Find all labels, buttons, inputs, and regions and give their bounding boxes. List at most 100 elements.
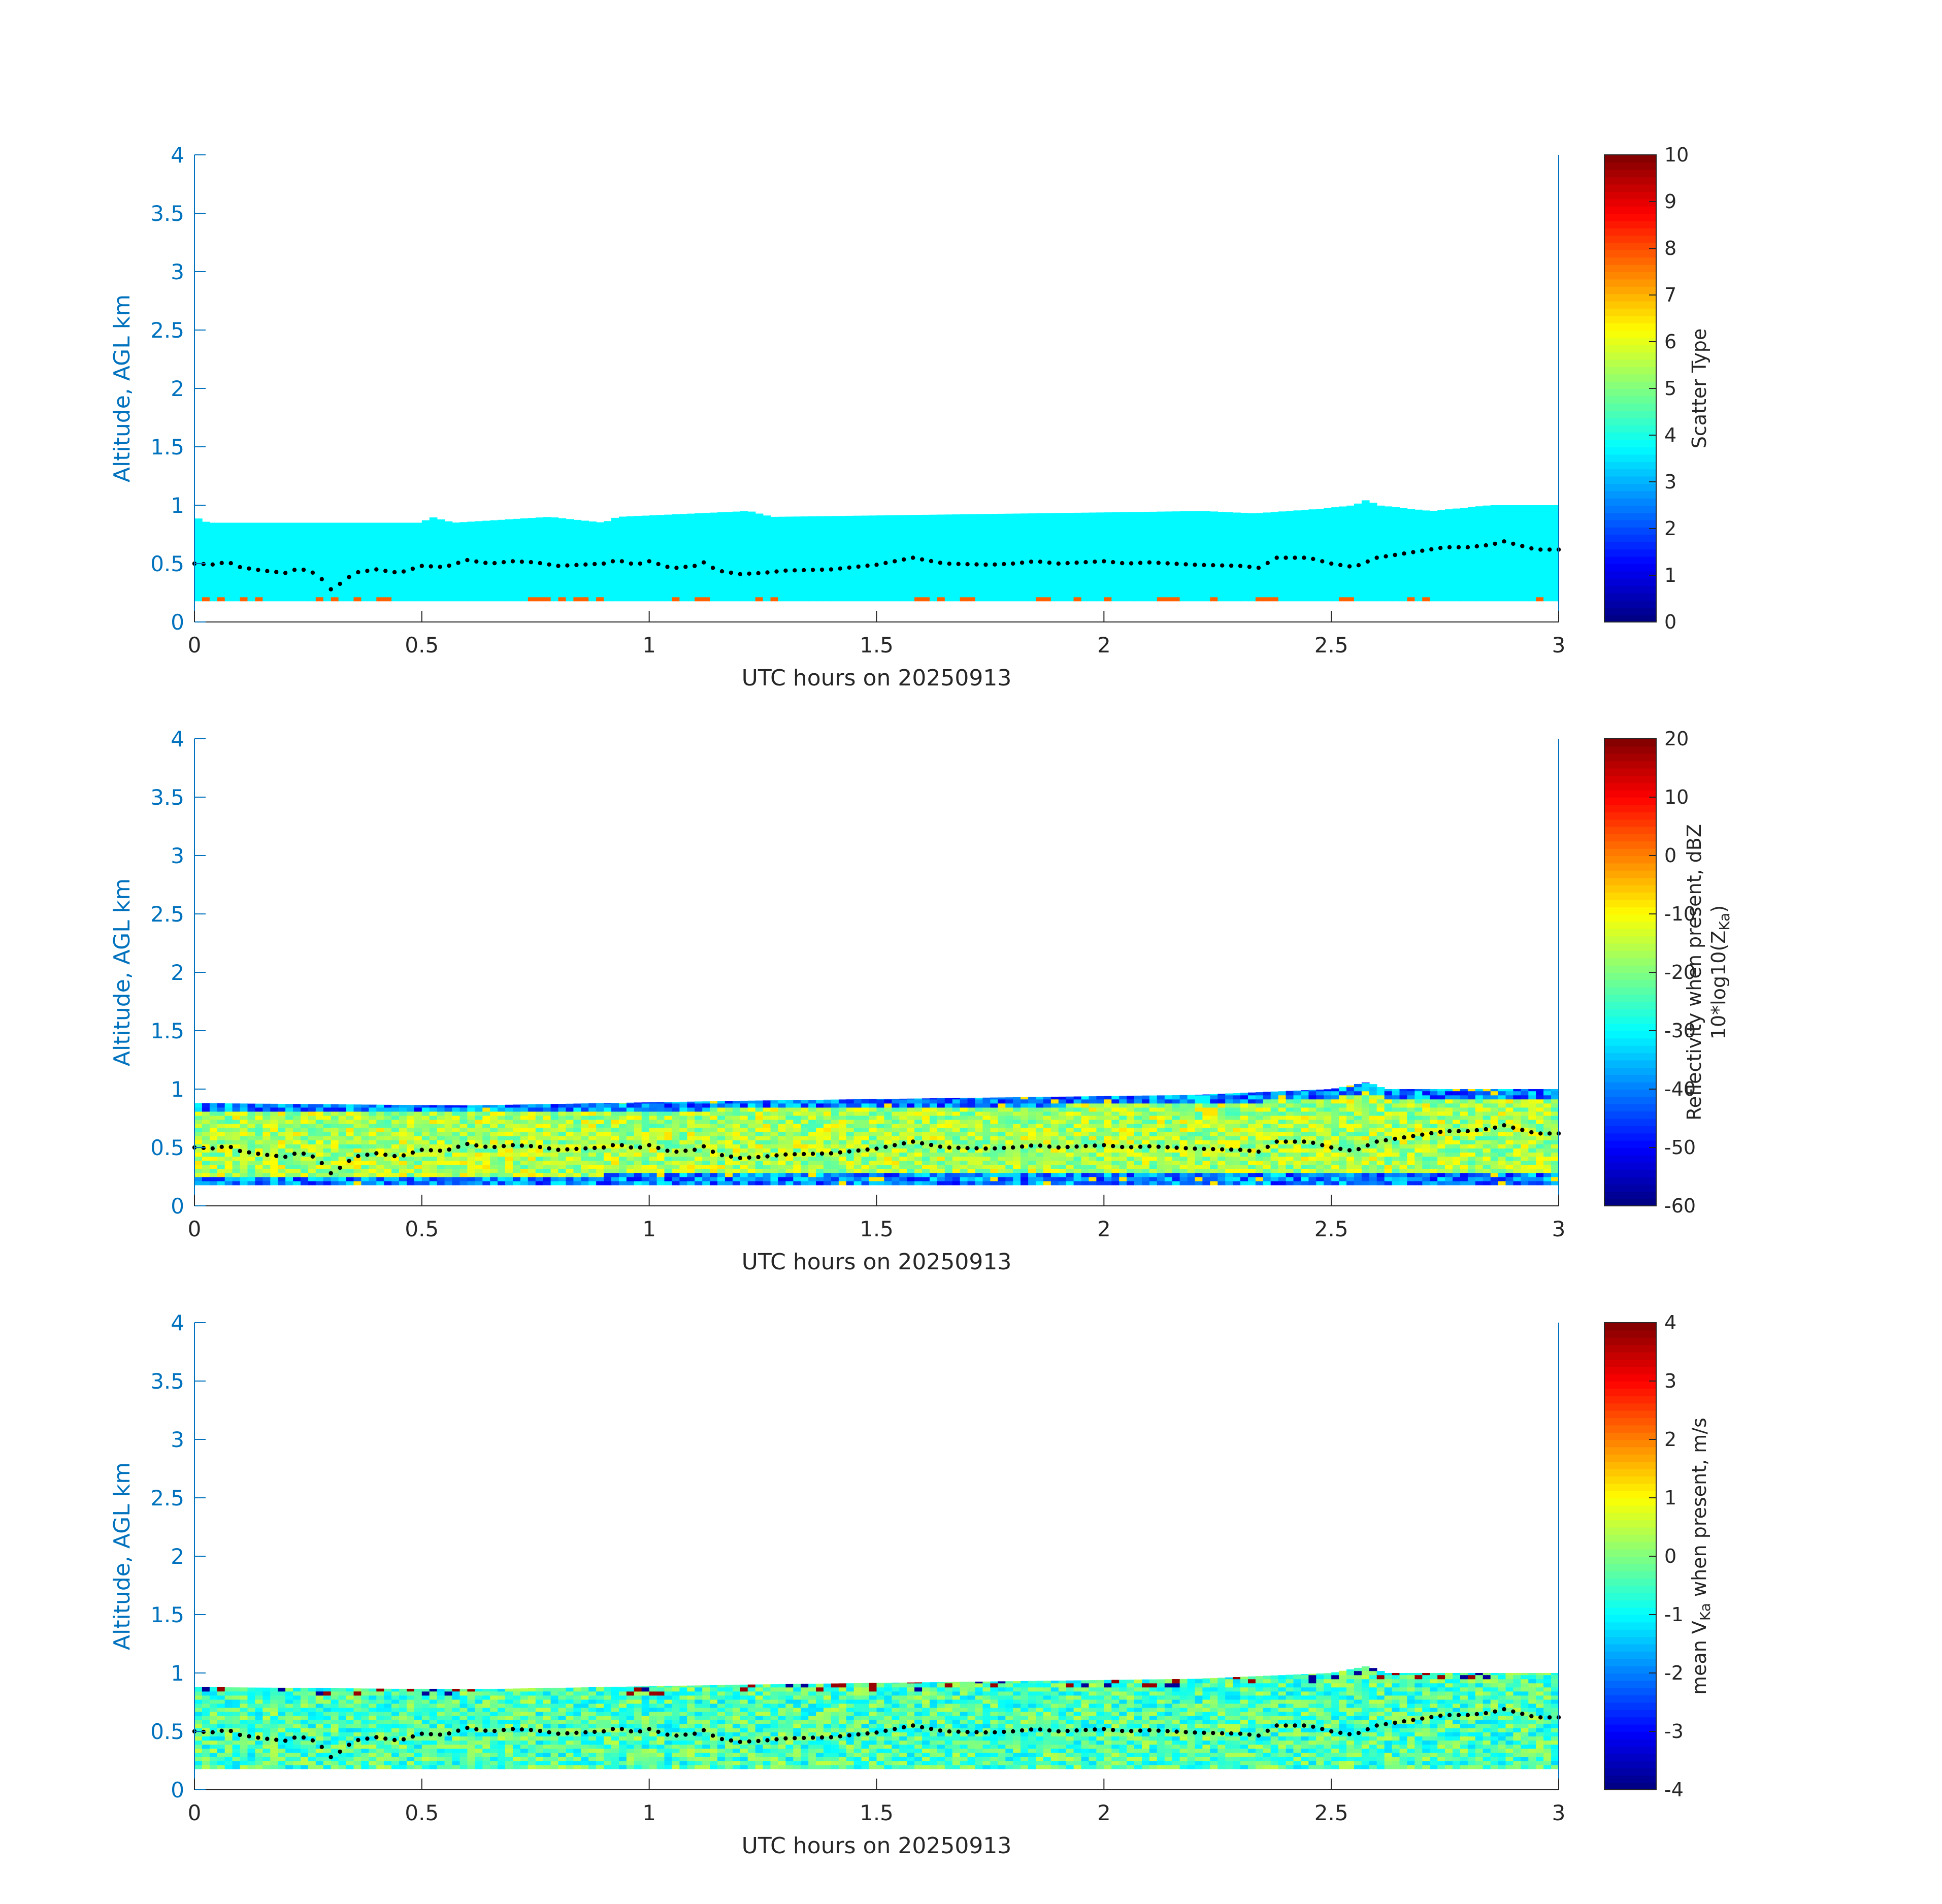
heatmap-cell [414,1119,422,1124]
heatmap-cell [331,1144,339,1148]
heatmap-cell [505,564,513,569]
heatmap-cell [1021,543,1029,548]
heatmap-cell [1467,564,1476,569]
heatmap-cell [1013,568,1021,573]
heatmap-cell [816,535,824,540]
heatmap-cell [588,580,597,585]
heatmap-cell [1270,556,1279,561]
heatmap-cell [293,1111,301,1116]
cloud-base-dot [638,561,643,566]
heatmap-cell [1021,531,1029,536]
heatmap-cell [315,597,324,602]
heatmap-cell [687,593,695,598]
heatmap-cell [1036,597,1044,602]
heatmap-cell [1066,523,1074,528]
heatmap-cell [1036,531,1044,536]
heatmap-cell [520,560,529,565]
heatmap-cell [824,531,832,536]
heatmap-cell [581,576,589,581]
heatmap-cell [581,539,589,544]
heatmap-cell [831,516,839,520]
heatmap-cell [490,523,498,528]
heatmap-cell [285,1131,293,1136]
heatmap-cell [740,597,748,602]
heatmap-cell [262,576,271,581]
heatmap-cell [1164,568,1173,573]
heatmap-cell [922,556,930,561]
heatmap-cell [202,593,210,598]
heatmap-cell [1149,535,1158,540]
heatmap-cell [346,1168,354,1173]
heatmap-cell [869,572,877,577]
heatmap-cell [824,527,832,532]
heatmap-cell [407,1144,415,1148]
heatmap-cell [285,1140,293,1144]
heatmap-cell [1498,584,1506,589]
heatmap-cell [626,535,635,540]
heatmap-cell [240,572,248,577]
heatmap-cell [459,1160,468,1165]
heatmap-cell [1270,519,1279,524]
heatmap-cell [1286,539,1294,544]
heatmap-cell [1202,523,1211,528]
heatmap-cell [1263,564,1271,569]
heatmap-cell [1376,543,1385,548]
heatmap-cell [315,1176,324,1181]
heatmap-cell [702,560,710,565]
heatmap-cell [270,568,278,573]
heatmap-cell [998,535,1006,540]
heatmap-cell [1498,568,1506,573]
heatmap-cell [611,580,619,585]
heatmap-cell [982,515,991,520]
heatmap-cell [331,1172,339,1177]
heatmap-cell [490,1148,498,1153]
heatmap-cell [1134,535,1142,540]
heatmap-cell [1528,507,1536,512]
heatmap-cell [1490,564,1499,569]
heatmap-cell [475,1107,483,1112]
heatmap-cell [1384,511,1393,516]
heatmap-cell [1164,515,1173,520]
heatmap-cell [816,519,824,524]
heatmap-cell [217,576,225,581]
heatmap-cell [619,523,627,528]
colorbar-step [1604,330,1656,338]
y-tick-label: 2 [171,376,184,401]
heatmap-cell [232,1156,241,1161]
heatmap-cell [740,564,748,569]
heatmap-cell [596,564,604,569]
heatmap-cell [1127,556,1135,561]
heatmap-cell [315,1172,324,1177]
heatmap-cell [982,539,991,544]
colorbar-step [1604,600,1656,608]
heatmap-cell [876,539,885,544]
heatmap-cell [361,1104,370,1108]
heatmap-cell [793,556,801,561]
heatmap-cell [695,531,703,536]
heatmap-cell [558,568,567,573]
heatmap-cell [1195,572,1203,577]
heatmap-cell [247,547,256,552]
heatmap-cell [232,522,241,524]
heatmap-cell [384,568,392,573]
heatmap-cell [1021,584,1029,589]
cloud-base-dot [1384,554,1388,559]
heatmap-cell [740,556,748,561]
cloud-base-dot [1056,561,1061,566]
heatmap-cell [247,1144,256,1148]
heatmap-cell [846,543,854,548]
heatmap-cell [740,588,748,594]
heatmap-cell [1316,523,1324,528]
heatmap-cell [846,572,854,577]
heatmap-cell [429,580,438,585]
heatmap-cell [1278,552,1287,556]
heatmap-cell [520,588,529,594]
heatmap-cell [528,535,536,540]
heatmap-cell [1096,527,1105,532]
heatmap-cell [960,584,968,589]
heatmap-cell [429,517,438,520]
heatmap-cell [1361,543,1370,548]
heatmap-cell [1005,552,1013,556]
heatmap-cell [315,531,324,536]
heatmap-cell [255,527,264,532]
